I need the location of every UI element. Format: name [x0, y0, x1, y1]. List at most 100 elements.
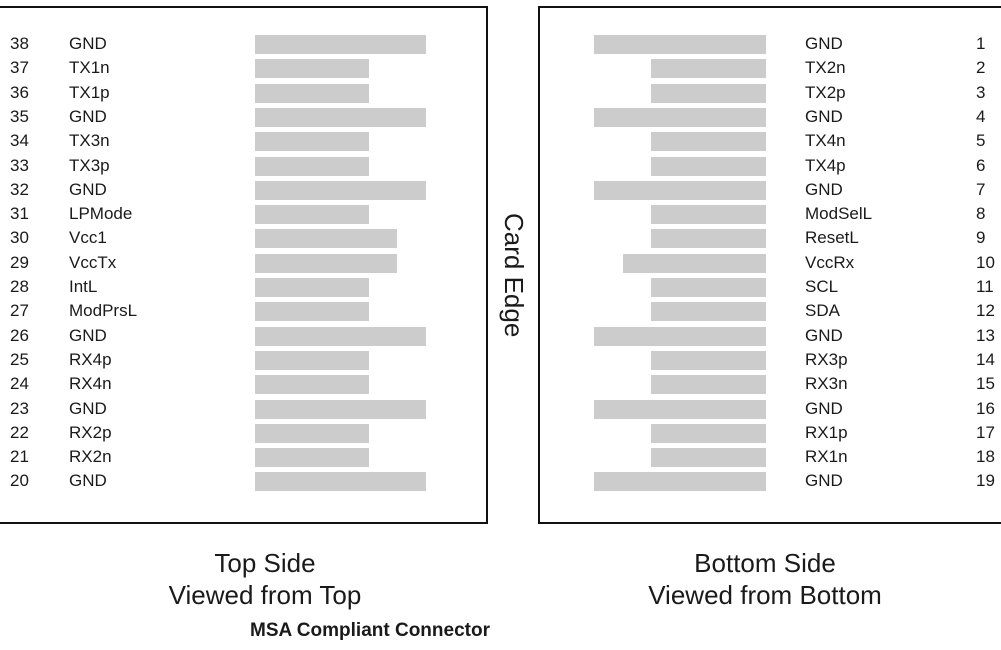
- bottom-side-caption-line2: Viewed from Bottom: [648, 580, 882, 610]
- bottom-pin-row: 10 VccRx: [538, 252, 1001, 274]
- pin-number: 15: [976, 374, 995, 394]
- pin-number: 8: [976, 204, 986, 224]
- pin-number: 29: [10, 252, 29, 272]
- pin-number: 19: [976, 471, 995, 491]
- pin-signal-name: TX2p: [805, 82, 846, 102]
- pin-signal-name: GND: [69, 325, 107, 345]
- top-pin-row: 33 TX3p: [0, 155, 490, 177]
- contact-pad: [651, 229, 766, 249]
- pin-number: 21: [10, 447, 29, 467]
- pin-signal-name: RX1n: [805, 447, 848, 467]
- top-pin-row: 29 VccTx: [0, 252, 490, 274]
- pin-number: 30: [10, 228, 29, 248]
- pin-signal-name: RX4p: [69, 349, 112, 369]
- bottom-pin-row: 3 TX2p: [538, 82, 1001, 104]
- pin-number: 9: [976, 228, 986, 248]
- bottom-frame-left-edge: [538, 6, 540, 524]
- contact-pad: [255, 229, 397, 249]
- pin-number: 13: [976, 325, 995, 345]
- top-pin-row: 27 ModPrsL: [0, 300, 490, 322]
- pin-signal-name: GND: [805, 34, 843, 53]
- pin-signal-name: VccRx: [805, 252, 855, 272]
- pin-signal-name: GND: [69, 179, 107, 199]
- bottom-pin-row: 16 GND: [538, 398, 1001, 420]
- contact-pad: [255, 399, 426, 419]
- pin-signal-name: TX3n: [69, 131, 110, 151]
- bottom-pin-row: 13 GND: [538, 325, 1001, 347]
- pin-number: 31: [10, 204, 29, 224]
- top-pin-row: 37 TX1n: [0, 57, 490, 79]
- pin-number: 14: [976, 349, 995, 369]
- pin-number: 33: [10, 155, 29, 175]
- pin-number: 4: [976, 106, 986, 126]
- connector-title: MSA Compliant Connector: [250, 620, 490, 641]
- pin-signal-name: GND: [69, 471, 107, 491]
- pin-number: 17: [976, 422, 995, 442]
- pin-signal-name: RX3n: [805, 374, 848, 394]
- pin-number: 28: [10, 277, 29, 296]
- contact-pad: [255, 253, 397, 273]
- contact-pad: [255, 180, 426, 200]
- contact-pad: [255, 35, 426, 54]
- top-frame-bottom-edge: [0, 522, 488, 524]
- pin-number: 1: [976, 34, 986, 53]
- contact-pad: [651, 132, 766, 152]
- contact-pad: [651, 302, 766, 322]
- contact-pad: [651, 423, 766, 443]
- contact-pad: [255, 132, 369, 152]
- bottom-pin-row: 7 GND: [538, 179, 1001, 201]
- contact-pad: [255, 302, 369, 322]
- pin-number: 6: [976, 155, 986, 175]
- pin-signal-name: TX1n: [69, 58, 110, 78]
- top-pin-row: 26 GND: [0, 325, 490, 347]
- pin-number: 26: [10, 325, 29, 345]
- contact-pad: [651, 205, 766, 225]
- contact-pad: [255, 156, 369, 176]
- top-frame-top-edge: [0, 6, 488, 8]
- contact-pad: [594, 326, 766, 346]
- top-pin-row: 25 RX4p: [0, 349, 490, 371]
- pin-signal-name: SCL: [805, 277, 839, 296]
- pin-signal-name: VccTx: [69, 252, 117, 272]
- card-edge-label: Card Edge: [499, 212, 529, 338]
- contact-pad: [594, 107, 766, 127]
- pin-number: 18: [976, 447, 995, 467]
- pin-signal-name: RX2p: [69, 422, 112, 442]
- top-frame-right-edge: [486, 6, 488, 524]
- pin-signal-name: ModPrsL: [69, 301, 138, 321]
- top-pin-row: 34 TX3n: [0, 130, 490, 152]
- contact-pad: [255, 83, 369, 103]
- contact-pad: [651, 448, 766, 468]
- bottom-pin-row: 12 SDA: [538, 300, 1001, 322]
- pin-number: 32: [10, 179, 29, 199]
- top-pin-row: 20 GND: [0, 470, 490, 492]
- pin-signal-name: GND: [805, 398, 843, 418]
- pin-signal-name: LPMode: [69, 204, 133, 224]
- pin-number: 24: [10, 374, 29, 394]
- pin-signal-name: IntL: [69, 277, 98, 296]
- contact-pad: [255, 326, 426, 346]
- bottom-side-panel: 1 GND 2 TX2n 3 TX2p 4 GND 5 TX4n 6 TX4p 7 GND 8 ModSelL…: [538, 0, 1001, 525]
- contact-pad: [255, 350, 369, 370]
- pin-number: 34: [10, 131, 29, 151]
- bottom-pin-row: 5 TX4n: [538, 130, 1001, 152]
- bottom-pin-row: 1 GND: [538, 33, 1001, 55]
- pin-signal-name: TX4n: [805, 131, 846, 151]
- contact-pad: [594, 399, 766, 419]
- pin-signal-name: RX4n: [69, 374, 112, 394]
- contact-pad: [651, 350, 766, 370]
- pin-signal-name: ModSelL: [805, 204, 873, 224]
- pin-number: 2: [976, 58, 986, 78]
- contact-pad: [255, 59, 369, 79]
- pin-signal-name: GND: [805, 471, 843, 491]
- contact-pad: [594, 472, 766, 492]
- bottom-side-caption: Bottom Side Viewed from Bottom: [580, 547, 950, 611]
- pin-number: 3: [976, 82, 986, 102]
- bottom-side-caption-line1: Bottom Side: [694, 548, 836, 578]
- top-pin-row: 23 GND: [0, 398, 490, 420]
- pin-number: 36: [10, 82, 29, 102]
- top-side-caption-line2: Viewed from Top: [168, 580, 362, 610]
- contact-pad: [255, 375, 369, 395]
- pin-signal-name: TX3p: [69, 155, 110, 175]
- contact-pad: [651, 83, 766, 103]
